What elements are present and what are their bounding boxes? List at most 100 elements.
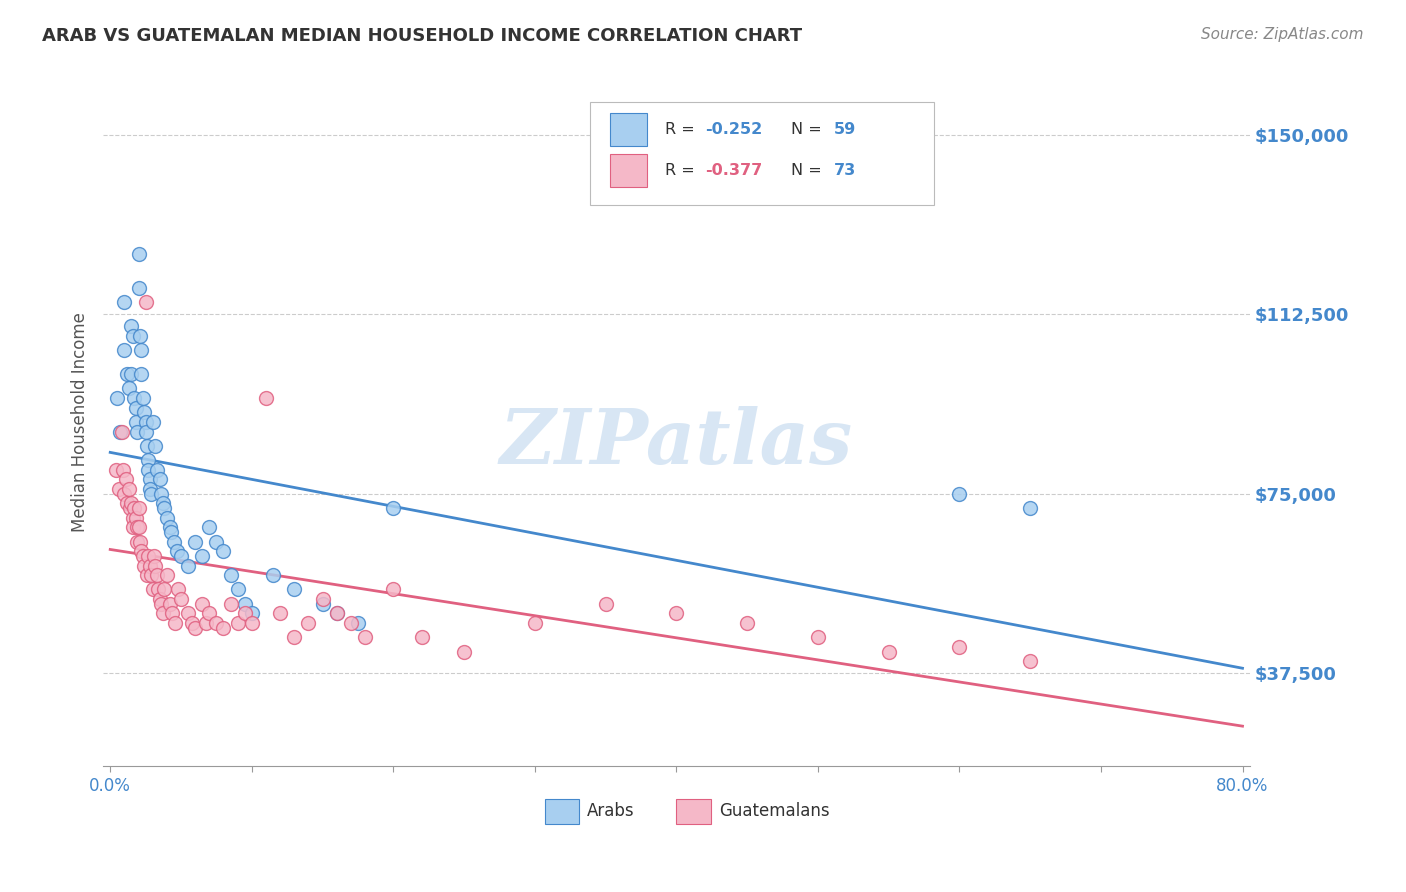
Point: [297, 615, 319, 630]
Point: [121, 520, 143, 534]
Text: 59: 59: [834, 121, 856, 136]
Point: [162, 607, 184, 621]
Bar: [610, 154, 647, 187]
Point: [205, 534, 228, 549]
Point: [233, 607, 256, 621]
Point: [127, 534, 149, 549]
Point: [128, 520, 150, 534]
FancyBboxPatch shape: [591, 102, 935, 205]
Point: [104, 463, 127, 477]
Text: -0.252: -0.252: [704, 121, 762, 136]
Point: [120, 496, 142, 510]
Point: [177, 607, 200, 621]
Point: [226, 615, 249, 630]
Bar: [610, 112, 647, 145]
Point: [108, 425, 131, 439]
Point: [136, 568, 159, 582]
Point: [411, 630, 433, 644]
Point: [219, 568, 242, 582]
Point: [141, 568, 163, 582]
Point: [117, 381, 139, 395]
Point: [111, 463, 134, 477]
Point: [311, 597, 333, 611]
Point: [135, 295, 157, 310]
Point: [139, 472, 162, 486]
Point: [156, 510, 179, 524]
Point: [340, 615, 363, 630]
Point: [138, 453, 160, 467]
Point: [129, 328, 152, 343]
Point: [148, 582, 170, 597]
Point: [735, 615, 758, 630]
Point: [135, 415, 157, 429]
Point: [159, 520, 181, 534]
Point: [165, 615, 187, 630]
Point: [132, 549, 155, 563]
Point: [170, 549, 193, 563]
Point: [127, 520, 149, 534]
Point: [283, 582, 305, 597]
Point: [131, 367, 153, 381]
Point: [120, 319, 142, 334]
Point: [142, 582, 165, 597]
Point: [382, 501, 405, 516]
Point: [146, 463, 169, 477]
Point: [139, 482, 162, 496]
Point: [156, 568, 179, 582]
Point: [159, 597, 181, 611]
Point: [138, 463, 160, 477]
Point: [1019, 501, 1042, 516]
Point: [325, 607, 347, 621]
Point: [139, 558, 162, 573]
Point: [212, 544, 235, 558]
Point: [132, 391, 155, 405]
Point: [145, 558, 167, 573]
Point: [143, 549, 166, 563]
Point: [240, 615, 263, 630]
Text: Source: ZipAtlas.com: Source: ZipAtlas.com: [1201, 27, 1364, 42]
Point: [354, 630, 377, 644]
Point: [184, 621, 207, 635]
Point: [153, 582, 176, 597]
Point: [198, 607, 221, 621]
Point: [128, 247, 150, 261]
Point: [184, 534, 207, 549]
Point: [177, 558, 200, 573]
Point: [128, 501, 150, 516]
Point: [325, 607, 347, 621]
Point: [453, 645, 475, 659]
Point: [105, 391, 128, 405]
Point: [136, 439, 159, 453]
Point: [212, 621, 235, 635]
Point: [170, 592, 193, 607]
Text: 73: 73: [834, 163, 856, 178]
Point: [125, 510, 148, 524]
Point: [166, 544, 188, 558]
Point: [226, 582, 249, 597]
Point: [121, 328, 143, 343]
Text: N =: N =: [792, 163, 827, 178]
Point: [114, 472, 136, 486]
Point: [129, 534, 152, 549]
Point: [117, 482, 139, 496]
Text: N =: N =: [792, 121, 827, 136]
Point: [948, 640, 970, 654]
Point: [219, 597, 242, 611]
Point: [160, 524, 183, 539]
Point: [125, 401, 148, 415]
Point: [269, 607, 291, 621]
Point: [131, 343, 153, 358]
Point: [145, 439, 167, 453]
Point: [134, 558, 156, 573]
Point: [150, 487, 173, 501]
Point: [262, 568, 284, 582]
Point: [107, 482, 129, 496]
Point: [595, 597, 617, 611]
Point: [110, 425, 132, 439]
Point: [149, 472, 172, 486]
Bar: [676, 799, 711, 823]
Point: [877, 645, 900, 659]
Point: [112, 487, 135, 501]
Point: [112, 343, 135, 358]
Point: [121, 510, 143, 524]
